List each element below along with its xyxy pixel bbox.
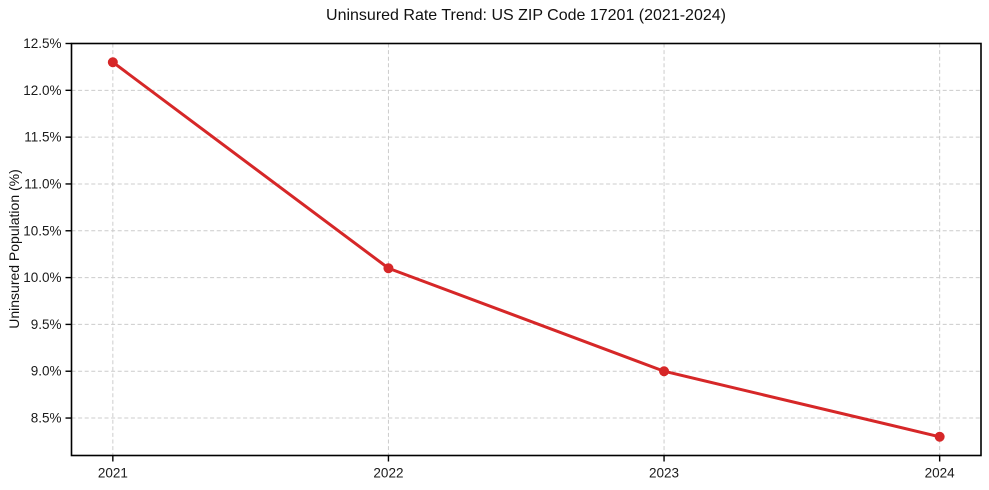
x-tick-label: 2022 (373, 466, 403, 481)
y-tick-label: 11.5% (24, 130, 61, 145)
y-tick-label: 9.0% (31, 364, 62, 379)
data-point (934, 431, 945, 442)
y-tick-label: 8.5% (31, 411, 62, 426)
data-point (107, 57, 118, 68)
data-point (659, 366, 670, 377)
x-tick-label: 2023 (649, 466, 679, 481)
data-point (383, 263, 394, 274)
x-tick-label: 2024 (925, 466, 956, 481)
y-tick-label: 9.5% (31, 317, 62, 332)
y-tick-label: 11.0% (24, 176, 61, 191)
trend-line (111, 60, 942, 439)
chart-title: Uninsured Rate Trend: US ZIP Code 17201 … (326, 7, 726, 24)
y-tick-label: 12.5% (23, 36, 61, 51)
y-tick-label: 10.0% (23, 270, 61, 285)
y-tick-label: 10.5% (23, 223, 61, 238)
x-tick-label: 2021 (98, 466, 128, 481)
axis-spines (70, 42, 982, 457)
y-tick-label: 12.0% (23, 83, 61, 98)
